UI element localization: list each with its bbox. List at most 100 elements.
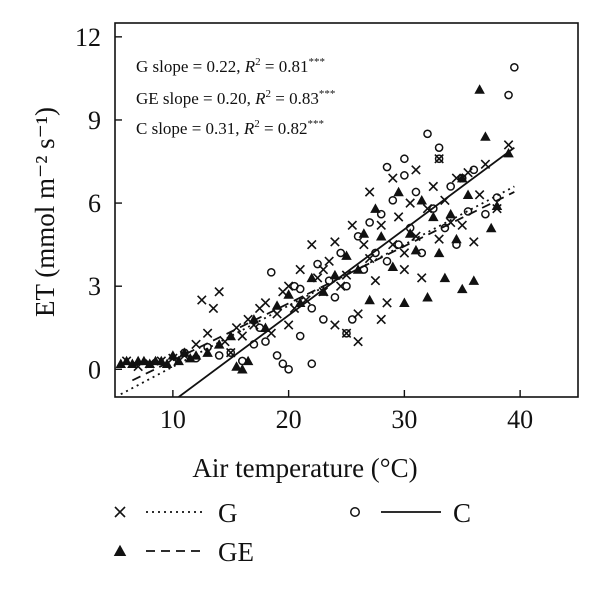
data-point-ge: [283, 289, 294, 299]
data-point-ge: [156, 355, 167, 366]
data-point-c: [342, 281, 351, 291]
data-point-ge: [480, 131, 491, 141]
data-point-c: [463, 207, 473, 216]
data-point-g: [428, 181, 439, 192]
data-point-c: [278, 359, 288, 369]
legend-item-ge: GE: [113, 537, 254, 567]
data-point-ge: [462, 189, 474, 199]
data-point-ge: [144, 358, 155, 368]
data-point-c: [336, 248, 346, 258]
plot-frame: [114, 22, 579, 398]
data-point-g: [503, 140, 514, 150]
data-point-g: [359, 239, 369, 250]
data-point-ge: [416, 195, 427, 205]
data-point-ge: [364, 294, 375, 305]
data-point-c: [457, 173, 467, 183]
data-point-g: [214, 286, 224, 297]
legend: G GE C: [113, 498, 471, 567]
data-point-g: [405, 198, 415, 208]
data-point-ge: [248, 314, 260, 324]
data-point-c: [504, 90, 513, 100]
data-point-ge: [127, 358, 138, 368]
data-point-g: [393, 212, 404, 222]
legend-marker-g: [114, 506, 126, 518]
y-tick-label: 0: [88, 355, 101, 384]
data-point-ge: [138, 355, 150, 366]
data-point-ge: [387, 261, 399, 271]
x-tick-label: 20: [276, 405, 302, 434]
data-point-g: [202, 328, 213, 339]
data-point-ge: [399, 297, 410, 308]
data-point-ge: [115, 358, 127, 368]
data-point-g: [382, 298, 392, 308]
data-point-c: [417, 248, 427, 258]
legend-label: G: [218, 498, 238, 528]
data-point-c: [365, 218, 374, 227]
data-point-c: [342, 328, 351, 338]
data-point-g: [208, 303, 219, 314]
legend-label: GE: [218, 537, 254, 567]
data-point-ge: [231, 361, 242, 371]
data-point-g: [416, 273, 427, 283]
data-point-c: [382, 256, 392, 266]
legend-marker-c: [350, 507, 360, 517]
data-point-c: [376, 209, 386, 219]
data-point-g: [399, 264, 410, 275]
slope-annotation: G slope = 0.22, R2 = 0.81***: [136, 56, 325, 76]
fit-line-g: [120, 185, 515, 396]
y-tick-label: 3: [88, 272, 101, 301]
data-point-g: [324, 256, 334, 267]
data-point-ge: [370, 203, 381, 213]
data-point-g: [330, 237, 340, 247]
data-point-g: [370, 275, 381, 286]
data-point-ge: [318, 286, 329, 296]
data-point-c: [307, 304, 317, 313]
data-point-ge: [271, 300, 283, 310]
data-point-ge: [237, 364, 248, 374]
data-point-c: [261, 337, 270, 346]
data-point-g: [353, 336, 363, 347]
data-point-ge: [445, 208, 456, 219]
data-point-g: [283, 320, 294, 330]
data-point-ge: [422, 292, 433, 302]
data-point-ge: [404, 228, 416, 238]
data-point-c: [238, 356, 247, 366]
data-point-ge: [451, 233, 462, 244]
data-point-g: [347, 220, 358, 231]
data-point-c: [446, 182, 455, 191]
data-point-c: [266, 268, 276, 277]
data-point-ge: [439, 272, 451, 283]
data-point-g: [295, 264, 305, 275]
data-point-c: [284, 364, 293, 374]
data-point-c: [307, 359, 317, 369]
data-point-ge: [173, 355, 184, 366]
legend-label: C: [453, 498, 471, 528]
data-point-c: [411, 187, 421, 197]
legend-marker-ge: [113, 544, 127, 556]
data-point-ge: [468, 275, 480, 285]
data-point-c: [226, 348, 236, 357]
data-point-c: [382, 162, 392, 172]
data-point-c: [272, 351, 282, 360]
data-point-c: [434, 154, 444, 164]
data-point-c: [295, 331, 305, 341]
data-point-ge: [202, 347, 213, 357]
x-tick-label: 30: [391, 405, 417, 434]
slope-annotation: C slope = 0.31, R2 = 0.82***: [136, 118, 324, 138]
data-point-g: [376, 314, 386, 325]
data-point-g: [191, 339, 201, 350]
data-points-layer: [115, 63, 519, 374]
data-point-ge: [375, 231, 387, 241]
data-point-c: [388, 195, 398, 205]
slope-annotation: GE slope = 0.20, R2 = 0.83***: [136, 88, 335, 108]
x-tick-label: 10: [160, 405, 186, 434]
data-point-c: [255, 323, 265, 333]
data-point-c: [481, 209, 490, 219]
axis-ticks-layer: 10 20 30 40 0 3 6 9 12: [75, 23, 533, 434]
data-point-c: [295, 284, 305, 294]
data-point-g: [411, 165, 421, 175]
data-point-ge: [428, 211, 439, 222]
slope-annotations: G slope = 0.22, R2 = 0.81*** GE slope = 0…: [136, 56, 335, 138]
data-point-g: [388, 173, 398, 183]
